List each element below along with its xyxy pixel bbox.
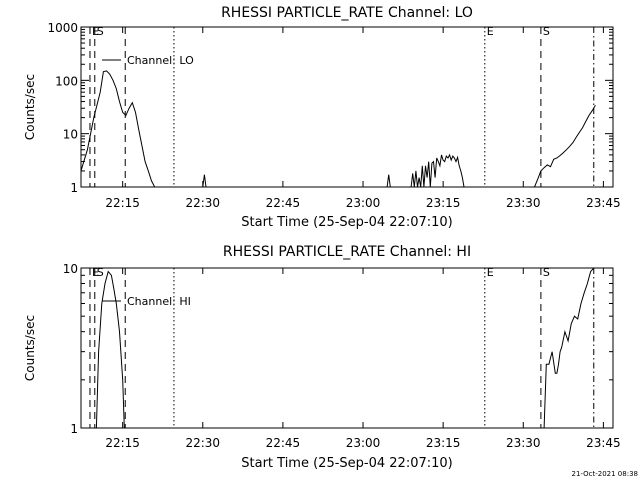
chart-panel-hi: RHESSI PARTICLE_RATE Channel: HI 22:15 22:… [23, 244, 621, 471]
x-tick-label: 22:45 [266, 436, 301, 450]
x-tick-label: 23:45 [586, 436, 621, 450]
marker-label: E [92, 266, 99, 279]
x-tick-label: 22:45 [266, 196, 301, 210]
legend-label: Channel: LO [127, 54, 194, 67]
y-tick-label: 1000 [47, 21, 78, 35]
x-tick-label: 23:30 [506, 436, 541, 450]
marker-label: E [487, 266, 494, 279]
legend-label: Channel: HI [127, 295, 191, 308]
x-tick-label: 22:15 [105, 196, 140, 210]
x-tick-label: 23:15 [426, 196, 461, 210]
x-tick-label: 23:45 [586, 196, 621, 210]
marker-label: S [97, 266, 104, 279]
x-tick-label: 23:15 [426, 436, 461, 450]
y-axis-label: Counts/sec [23, 74, 37, 140]
series-line-4 [534, 105, 596, 188]
y-tick-label: 1 [70, 422, 78, 436]
series-line-0 [80, 70, 156, 188]
marker-label: S [543, 25, 550, 38]
x-tick-label: 22:30 [185, 196, 220, 210]
y-tick-label: 10 [63, 262, 78, 276]
series-line-1 [202, 174, 207, 188]
x-axis-label: Start Time (25-Sep-04 22:07:10) [241, 456, 452, 471]
x-tick-label: 22:15 [105, 436, 140, 450]
plot-frame [80, 267, 614, 429]
x-tick-label: 23:00 [346, 196, 381, 210]
chart-title: RHESSI PARTICLE_RATE Channel: LO [221, 5, 473, 21]
y-tick-label: 1 [70, 181, 78, 195]
marker-label: E [487, 25, 494, 38]
series-line-1 [543, 267, 595, 429]
x-axis-label: Start Time (25-Sep-04 22:07:10) [241, 215, 452, 230]
y-tick-label: 10 [63, 128, 78, 142]
x-tick-label: 22:30 [185, 436, 220, 450]
chart-title: RHESSI PARTICLE_RATE Channel: HI [223, 244, 471, 260]
x-tick-label: 23:30 [506, 196, 541, 210]
series-line-3 [410, 153, 465, 188]
marker-label: S [543, 266, 550, 279]
x-tick-label: 23:00 [346, 436, 381, 450]
series-line-0 [95, 270, 125, 429]
y-axis-label: Counts/sec [23, 315, 37, 381]
plot-frame [80, 26, 614, 188]
marker-label: S [97, 25, 104, 38]
chart-panel-lo: RHESSI PARTICLE_RATE Channel: LO 22:15 22:… [23, 5, 621, 230]
footer-timestamp: 21-Oct-2021 08:38 [572, 470, 638, 478]
y-tick-label: 100 [55, 74, 78, 88]
marker-label: E [92, 25, 99, 38]
series-line-2 [386, 174, 391, 188]
